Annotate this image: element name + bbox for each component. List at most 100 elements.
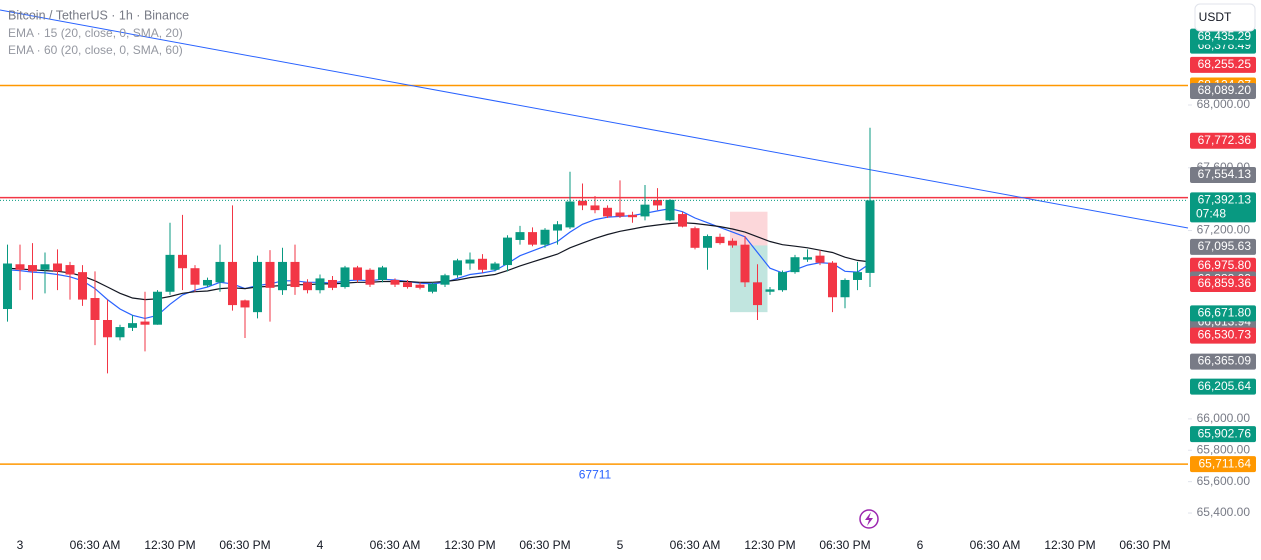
candle-body [690, 228, 700, 248]
candle-body [353, 267, 362, 280]
x-tick-label: 6 [917, 538, 924, 552]
candle-body [728, 240, 737, 246]
alert-icon[interactable] [859, 509, 879, 529]
candle-body [315, 278, 325, 291]
price-badge-label: 66,205.64 [1198, 379, 1252, 393]
candle-body [190, 268, 200, 285]
candle-body [165, 254, 175, 292]
price-badge-label: 66,530.73 [1198, 328, 1252, 342]
x-tick-label: 06:30 AM [370, 538, 421, 552]
candle-body [90, 298, 100, 320]
moving-average-line [7, 222, 871, 301]
candle-body [128, 323, 137, 328]
currency-label[interactable]: USDT [1199, 10, 1232, 24]
chart-title: Bitcoin / TetherUS · 1h · Binance [8, 8, 189, 22]
price-badge [1190, 238, 1256, 255]
price-badge-label: 68,255.25 [1198, 57, 1252, 71]
x-tick-label: 3 [17, 538, 24, 552]
candle-body [853, 272, 862, 280]
position-stop-zone [730, 211, 768, 246]
candle-body [715, 236, 725, 244]
candle-body [615, 212, 625, 217]
candle-body [528, 232, 537, 245]
candle-body [840, 279, 850, 298]
candle-body [453, 260, 462, 276]
candle-body [465, 259, 475, 264]
legend-entry: EMA · 60 (20, close, 0, SMA, 60) [8, 43, 183, 57]
candle-body [865, 200, 875, 273]
price-badge-label: 68,089.20 [1198, 83, 1252, 97]
trend-line [0, 9, 1189, 229]
y-tick-label: 68,000.00 [1197, 97, 1251, 111]
candle-body [303, 282, 312, 291]
x-tick-label: 5 [617, 538, 624, 552]
candle-body [790, 257, 800, 273]
x-tick-label: 06:30 AM [70, 538, 121, 552]
candle-body [378, 267, 387, 280]
candle-body [703, 236, 712, 248]
candle-body [640, 204, 650, 217]
candle-body [65, 265, 75, 275]
candle-body [278, 261, 287, 291]
price-badge [1190, 82, 1256, 99]
candle-body [228, 261, 237, 306]
currency-button[interactable] [1194, 3, 1256, 32]
candle-body [140, 321, 150, 325]
price-badge [1190, 166, 1256, 183]
candle-body [240, 300, 250, 308]
price-badge [1190, 305, 1256, 322]
candle-body [578, 200, 587, 206]
x-tick-label: 12:30 PM [744, 538, 795, 552]
x-tick-label: 06:30 AM [970, 538, 1021, 552]
candle-body [553, 224, 562, 231]
price-badge [1190, 56, 1256, 73]
candle-body [3, 263, 12, 310]
legend-entry: EMA · 15 (20, close, 0, SMA, 20) [8, 26, 183, 40]
candle-body [15, 264, 25, 270]
annotation: 67711 [579, 468, 612, 482]
candle-body [515, 232, 525, 240]
price-badge [1190, 192, 1256, 223]
candle-body [153, 291, 162, 325]
price-badge-label: 66,671.80 [1198, 306, 1252, 320]
candle-body [215, 261, 225, 283]
price-badge [1190, 426, 1256, 443]
x-tick-label: 06:30 PM [219, 538, 270, 552]
y-tick-label: 66,000.00 [1197, 411, 1251, 425]
candle-body [828, 262, 837, 298]
candle-body [678, 214, 687, 227]
candle-body [253, 261, 262, 313]
y-tick-label: 67,200.00 [1197, 223, 1251, 237]
price-axis: 3 06:30 AM 12:30 PM 06:30 PM 4 06:30 AM 12:30 … [17, 28, 1256, 552]
price-badge [1190, 132, 1256, 149]
candle-body [365, 269, 375, 285]
candle-body [428, 283, 437, 292]
candle-body [403, 282, 412, 288]
price-badge-label: 67,554.13 [1198, 167, 1252, 181]
countdown: 07:48 [1196, 207, 1226, 221]
price-badge-label: 65,902.76 [1198, 426, 1252, 440]
price-badge [1190, 353, 1256, 370]
price-badge [1190, 28, 1256, 45]
candle-body [440, 275, 450, 285]
candle-body [178, 254, 187, 269]
price-badge-label: 68,435.29 [1198, 29, 1252, 43]
price-badge [1190, 456, 1256, 473]
candle-body [628, 214, 637, 218]
x-tick-label: 12:30 PM [144, 538, 195, 552]
candle-body [740, 244, 750, 283]
price-badge [1190, 327, 1256, 344]
y-tick-label: 65,600.00 [1197, 474, 1251, 488]
price-badge-label: 67,392.13 [1198, 193, 1252, 207]
price-badge-label: 66,365.09 [1198, 354, 1252, 368]
candle-body [203, 279, 212, 286]
x-tick-label: 06:30 PM [1119, 538, 1170, 552]
candle-body [803, 257, 812, 260]
x-tick-label: 4 [317, 538, 324, 552]
candle-body [265, 261, 275, 288]
candle-body [603, 207, 612, 217]
candle-body [415, 284, 425, 288]
price-badge-label: 67,772.36 [1198, 133, 1252, 147]
